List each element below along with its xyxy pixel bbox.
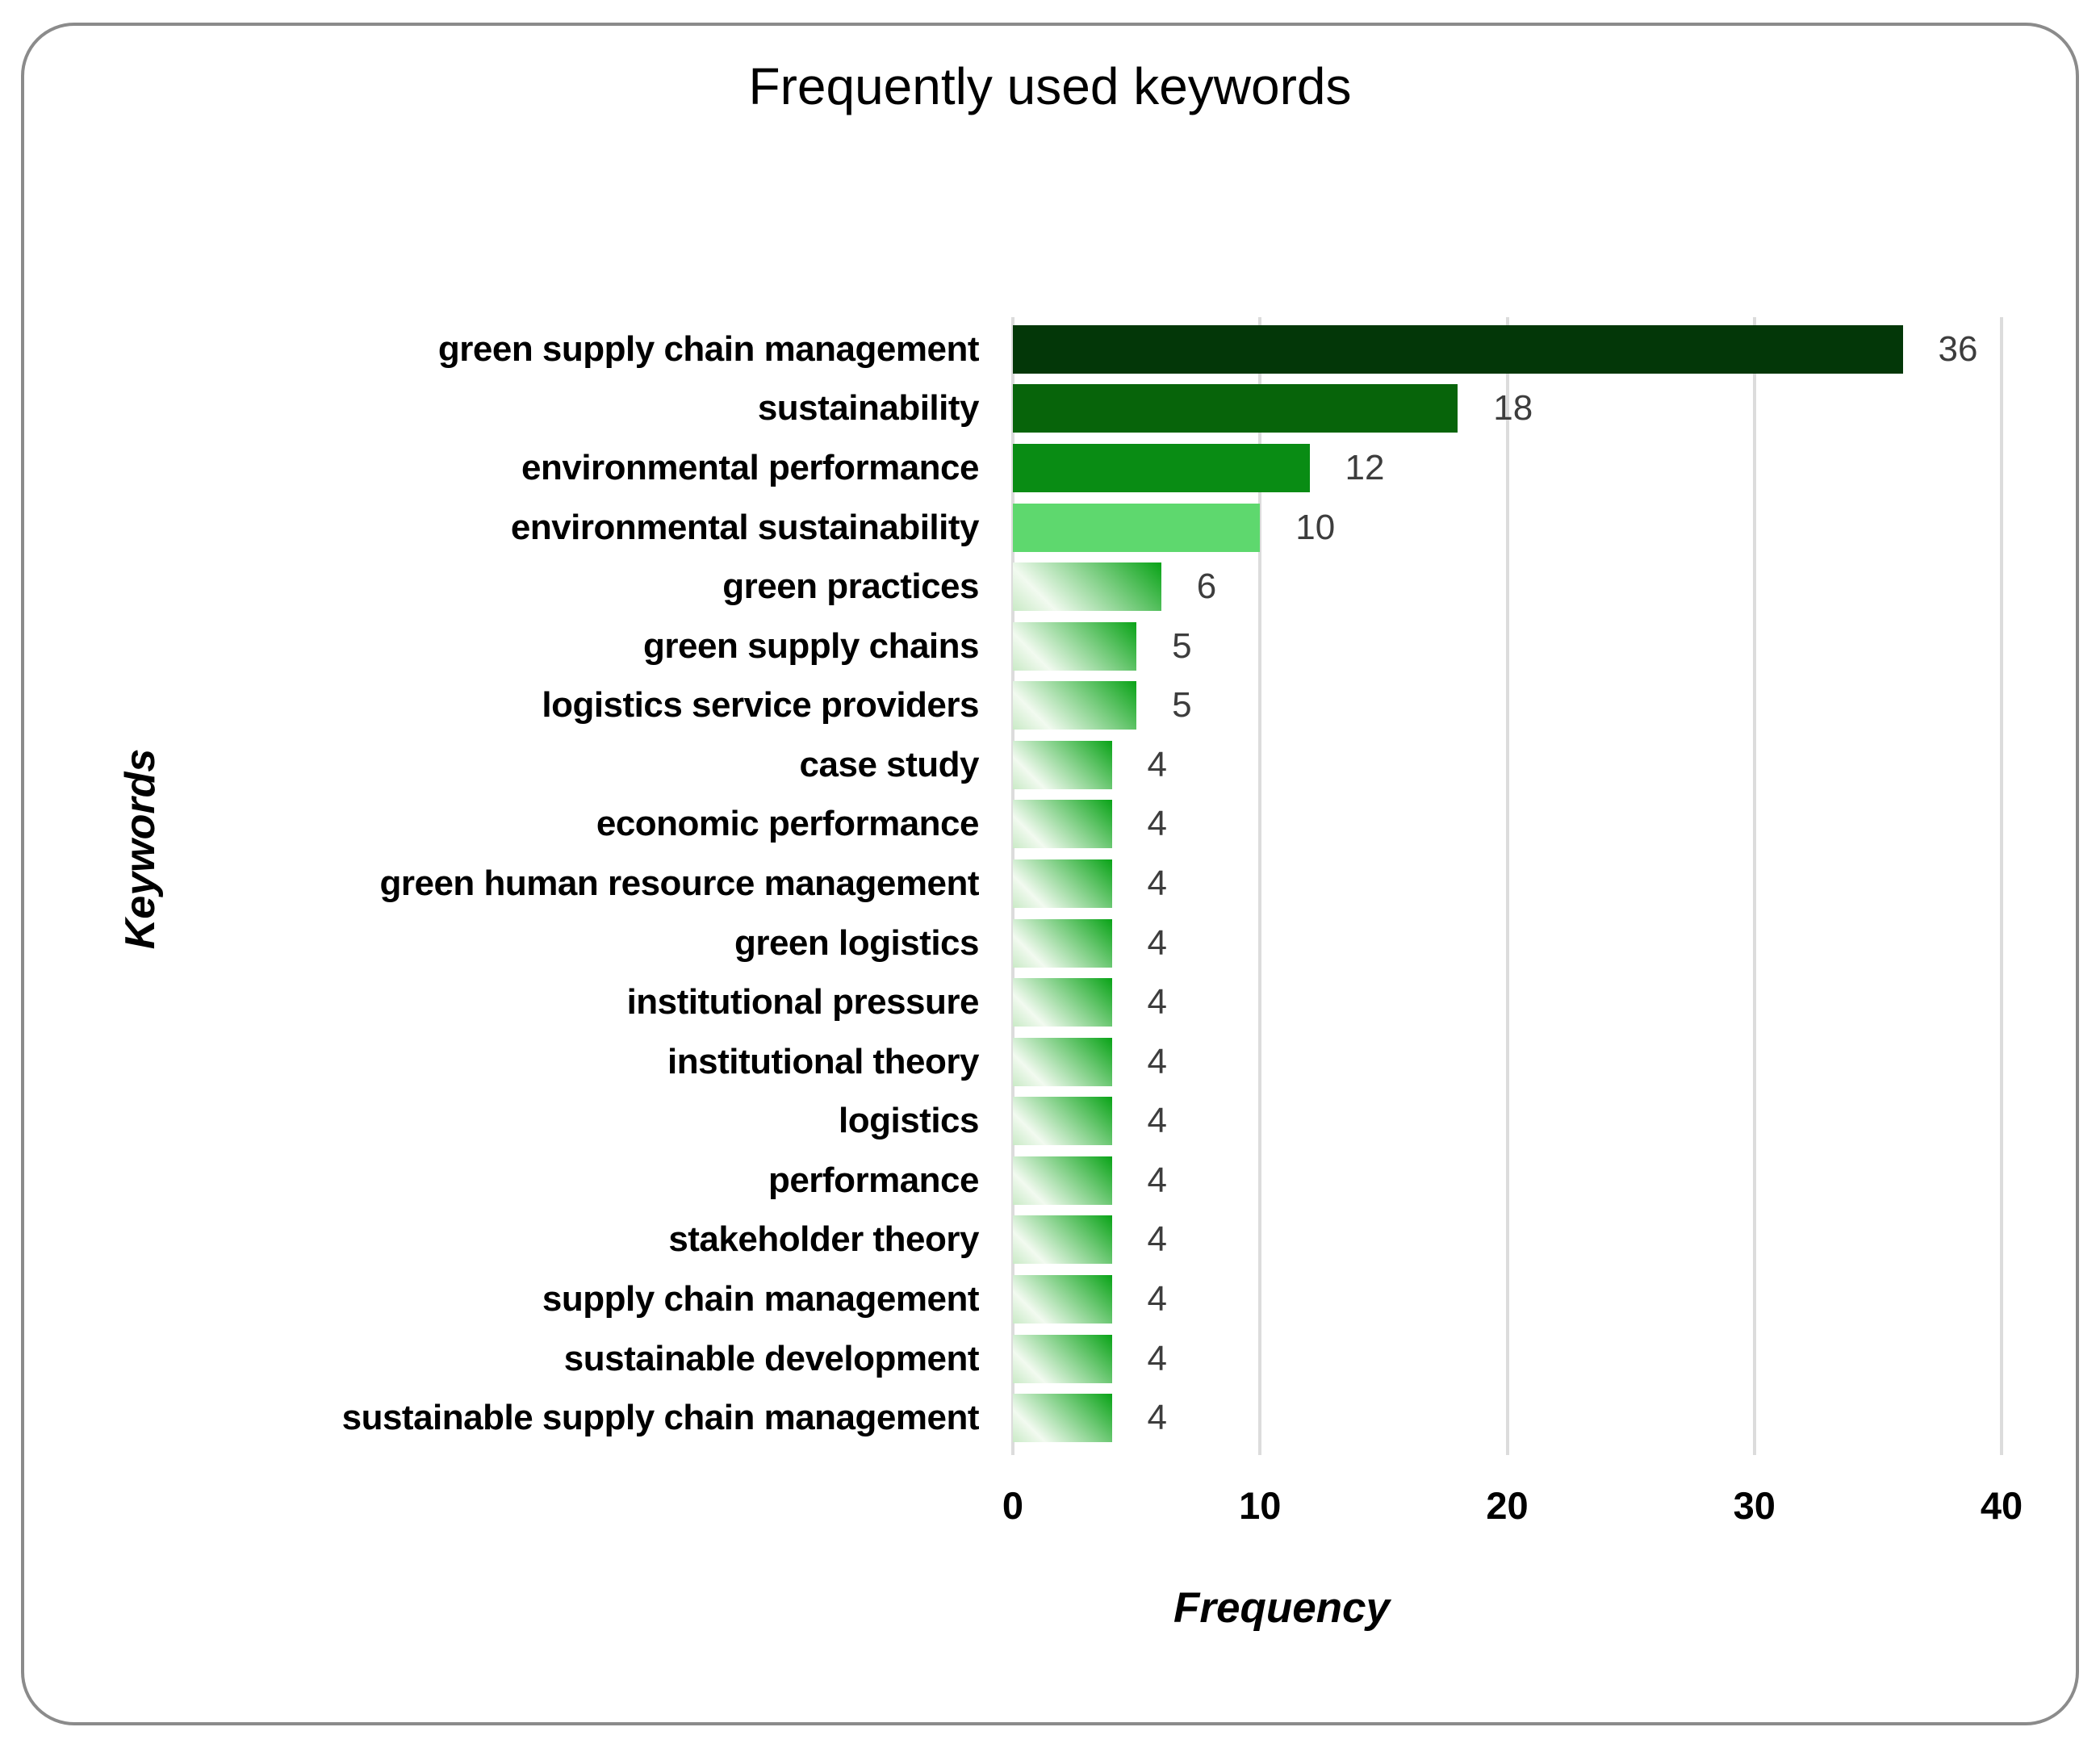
gridline bbox=[2000, 317, 2003, 1455]
x-tick: 20 bbox=[1486, 1484, 1529, 1527]
bar-row: 12 bbox=[1013, 438, 2002, 498]
value-label: 4 bbox=[1147, 1338, 1167, 1378]
value-label: 12 bbox=[1345, 447, 1385, 487]
category-label: performance bbox=[768, 1160, 980, 1200]
value-label: 36 bbox=[1938, 328, 1978, 369]
bar bbox=[1013, 918, 1112, 968]
value-label: 4 bbox=[1147, 1398, 1167, 1438]
bar bbox=[1013, 740, 1112, 789]
x-tick: 0 bbox=[1002, 1484, 1024, 1527]
bar bbox=[1013, 443, 1310, 492]
category-label: sustainable supply chain management bbox=[341, 1398, 980, 1438]
value-label: 5 bbox=[1172, 685, 1192, 726]
bar-row: 4 bbox=[1013, 1151, 2002, 1211]
value-label: 4 bbox=[1147, 863, 1167, 903]
x-tick: 30 bbox=[1733, 1484, 1776, 1527]
category-label: institutional theory bbox=[667, 1041, 980, 1081]
category-label: stakeholder theory bbox=[668, 1219, 979, 1260]
bar bbox=[1013, 978, 1112, 1027]
bar bbox=[1013, 324, 1903, 374]
category-label: sustainable development bbox=[563, 1338, 980, 1378]
bar-row: 4 bbox=[1013, 854, 2002, 914]
bar-row: 4 bbox=[1013, 1269, 2002, 1329]
bar-row: 18 bbox=[1013, 379, 2002, 439]
value-label: 4 bbox=[1147, 982, 1167, 1022]
category-label: environmental sustainability bbox=[510, 507, 980, 547]
value-label: 4 bbox=[1147, 744, 1167, 784]
chart-title: Frequently used keywords bbox=[748, 57, 1352, 115]
category-label: green logistics bbox=[734, 922, 980, 963]
bar-row: 4 bbox=[1013, 1092, 2002, 1152]
value-label: 10 bbox=[1295, 507, 1336, 547]
bar bbox=[1013, 859, 1112, 908]
bar-row: 4 bbox=[1013, 1329, 2002, 1389]
category-label: green supply chain management bbox=[437, 328, 980, 369]
category-label: logistics service providers bbox=[542, 685, 979, 726]
bar bbox=[1013, 800, 1112, 849]
x-tick: 40 bbox=[1980, 1484, 2023, 1527]
category-label: green supply chains bbox=[643, 625, 979, 666]
category-label: institutional pressure bbox=[626, 982, 980, 1022]
category-label: economic performance bbox=[596, 804, 980, 844]
bar-row: 5 bbox=[1013, 617, 2002, 676]
value-label: 4 bbox=[1147, 1160, 1167, 1200]
bar-row: 10 bbox=[1013, 498, 2002, 558]
value-label: 4 bbox=[1147, 1101, 1167, 1141]
category-label: green practices bbox=[722, 567, 979, 607]
bar-row: 4 bbox=[1013, 735, 2002, 795]
value-label: 4 bbox=[1147, 1279, 1167, 1319]
bar bbox=[1013, 1156, 1112, 1205]
bar-row: 36 bbox=[1013, 320, 2002, 379]
bar-row: 4 bbox=[1013, 914, 2002, 973]
category-labels: green supply chain management sustainabil… bbox=[48, 320, 980, 1448]
x-tick: 10 bbox=[1239, 1484, 1282, 1527]
bar bbox=[1013, 1334, 1112, 1383]
gridline bbox=[1752, 317, 1756, 1455]
value-label: 18 bbox=[1493, 388, 1533, 429]
category-label: case study bbox=[799, 744, 980, 784]
category-label: environmental performance bbox=[521, 447, 980, 487]
value-label: 4 bbox=[1147, 1219, 1167, 1260]
category-label: logistics bbox=[839, 1101, 980, 1141]
bar-row: 4 bbox=[1013, 1032, 2002, 1092]
bar-row: 4 bbox=[1013, 1211, 2002, 1270]
value-label: 4 bbox=[1147, 1041, 1167, 1081]
gridline bbox=[1258, 317, 1262, 1455]
gridline bbox=[1505, 317, 1509, 1455]
bar bbox=[1013, 1097, 1112, 1146]
category-label: supply chain management bbox=[542, 1279, 980, 1319]
x-ticks: 0 10 20 30 40 bbox=[1002, 1484, 2023, 1543]
value-label: 4 bbox=[1147, 922, 1167, 963]
bar-row: 5 bbox=[1013, 675, 2002, 735]
category-label: green human resource management bbox=[379, 863, 979, 903]
x-axis-title: Frequency bbox=[1173, 1584, 1391, 1632]
bar-row: 4 bbox=[1013, 972, 2002, 1032]
value-label: 4 bbox=[1147, 804, 1167, 844]
bar bbox=[1013, 384, 1458, 433]
bar bbox=[1013, 1215, 1112, 1265]
category-label: sustainability bbox=[757, 388, 980, 429]
bar-rows: 36 18 12 10 6 5 5 4 4 4 4 4 4 4 4 4 4 4 4 bbox=[1013, 320, 2002, 1448]
bar-row: 4 bbox=[1013, 1388, 2002, 1448]
bar-row: 6 bbox=[1013, 557, 2002, 617]
bar-row: 4 bbox=[1013, 795, 2002, 855]
plot-area: 36 18 12 10 6 5 5 4 4 4 4 4 4 4 4 4 4 4 4 bbox=[1011, 317, 2003, 1455]
bar bbox=[1013, 621, 1137, 671]
bar bbox=[1013, 503, 1261, 552]
value-label: 6 bbox=[1196, 567, 1217, 607]
value-label: 5 bbox=[1172, 625, 1192, 666]
bar bbox=[1013, 1037, 1112, 1086]
bar bbox=[1013, 1275, 1112, 1324]
bar bbox=[1013, 681, 1137, 730]
bar bbox=[1013, 1394, 1112, 1443]
bar bbox=[1013, 562, 1161, 612]
